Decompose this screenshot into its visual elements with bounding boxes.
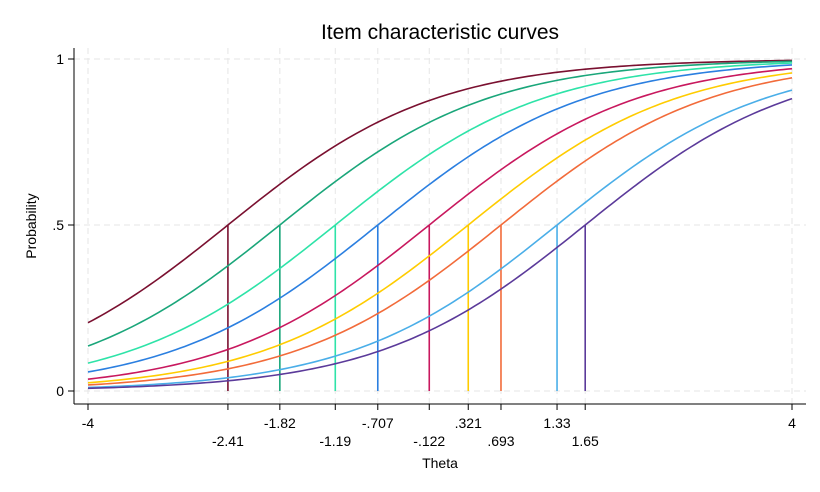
icc-curve-6	[87, 72, 793, 384]
x-tick-label: -1.82	[264, 415, 296, 431]
icc-curve-7	[87, 77, 793, 386]
y-tick-label: 1	[56, 51, 64, 67]
y-axis-title: Probability	[23, 193, 39, 258]
icc-curve-4	[87, 64, 793, 373]
x-tick-label: 4	[788, 415, 796, 431]
axes	[73, 48, 806, 405]
x-axis-title: Theta	[422, 455, 458, 471]
grid	[74, 48, 806, 404]
ticks: 0 .5 1 -4 -1.82 -.707 .321 1.33 4 -2.41 -1.19 -.122…	[52, 51, 796, 449]
icc-curve-3	[87, 62, 793, 364]
icc-curve-1	[87, 59, 793, 324]
difficulty-markers	[227, 225, 587, 391]
x-tick-label: .693	[487, 433, 514, 449]
x-tick-label: -.707	[362, 415, 394, 431]
x-tick-label: .321	[455, 415, 482, 431]
y-tick-label: .5	[52, 217, 64, 233]
icc-curve-9	[87, 97, 793, 390]
x-tick-label: -1.19	[319, 433, 351, 449]
x-tick-label: -2.41	[212, 433, 244, 449]
y-tick-label: 0	[56, 383, 64, 399]
x-tick-label: -4	[82, 415, 95, 431]
x-tick-label: -.122	[413, 433, 445, 449]
icc-curve-2	[87, 60, 793, 347]
icc-curve-8	[87, 89, 793, 389]
icc-curve-5	[87, 67, 793, 380]
x-tick-label: 1.33	[543, 415, 570, 431]
x-tick-label: 1.65	[572, 433, 599, 449]
curves	[87, 59, 793, 390]
chart-title: Item characteristic curves	[321, 21, 559, 44]
